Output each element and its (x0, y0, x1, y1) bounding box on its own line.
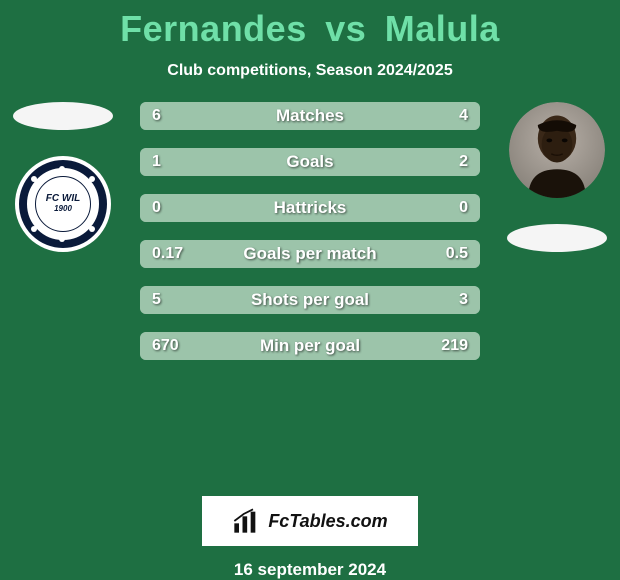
stat-value-left: 5 (152, 286, 161, 314)
stat-bar: Goals per match0.17 0.5 (140, 240, 480, 268)
left-column: FC WIL 1900 (8, 102, 118, 252)
stat-bars: Matches6 4 Goals1 2 Hattricks0 0 Goals per mat… (140, 102, 480, 360)
chart-icon (232, 507, 260, 535)
stat-value-right: 0 (459, 194, 468, 222)
stat-label: Hattricks (140, 194, 480, 222)
stat-value-left: 0.17 (152, 240, 183, 268)
player1-name: Fernandes (120, 8, 307, 49)
comparison-card: Fernandes vs Malula Club competitions, S… (0, 0, 620, 580)
stat-value-right: 0.5 (446, 240, 468, 268)
stat-value-left: 1 (152, 148, 161, 176)
player2-club-placeholder-oval (507, 224, 607, 252)
stat-bar: Shots per goal5 3 (140, 286, 480, 314)
stat-bar: Hattricks0 0 (140, 194, 480, 222)
stat-label: Matches (140, 102, 480, 130)
subheading: Club competitions, Season 2024/2025 (167, 62, 452, 80)
stat-value-right: 2 (459, 148, 468, 176)
player2-photo (509, 102, 605, 198)
vs-label: vs (325, 8, 366, 49)
stat-bar: Goals1 2 (140, 148, 480, 176)
stat-label: Goals per match (140, 240, 480, 268)
date-label: 16 september 2024 (234, 560, 386, 580)
player2-name: Malula (385, 8, 500, 49)
player1-placeholder-oval (13, 102, 113, 130)
stat-value-left: 6 (152, 102, 161, 130)
stat-value-right: 219 (441, 332, 468, 360)
watermark: FcTables.com (202, 496, 418, 546)
stat-bar: Min per goal670 219 (140, 332, 480, 360)
stat-value-left: 670 (152, 332, 179, 360)
right-column (502, 102, 612, 252)
club-code: FC WIL (46, 193, 80, 204)
watermark-text: FcTables.com (268, 511, 387, 532)
club-sub: 1900 (54, 204, 72, 213)
stat-value-right: 4 (459, 102, 468, 130)
heading: Fernandes vs Malula (120, 8, 500, 50)
stat-label: Min per goal (140, 332, 480, 360)
stat-value-right: 3 (459, 286, 468, 314)
stat-label: Shots per goal (140, 286, 480, 314)
stat-value-left: 0 (152, 194, 161, 222)
stat-label: Goals (140, 148, 480, 176)
player1-club-badge: FC WIL 1900 (15, 156, 111, 252)
content-row: FC WIL 1900 (0, 102, 620, 490)
stat-bar: Matches6 4 (140, 102, 480, 130)
